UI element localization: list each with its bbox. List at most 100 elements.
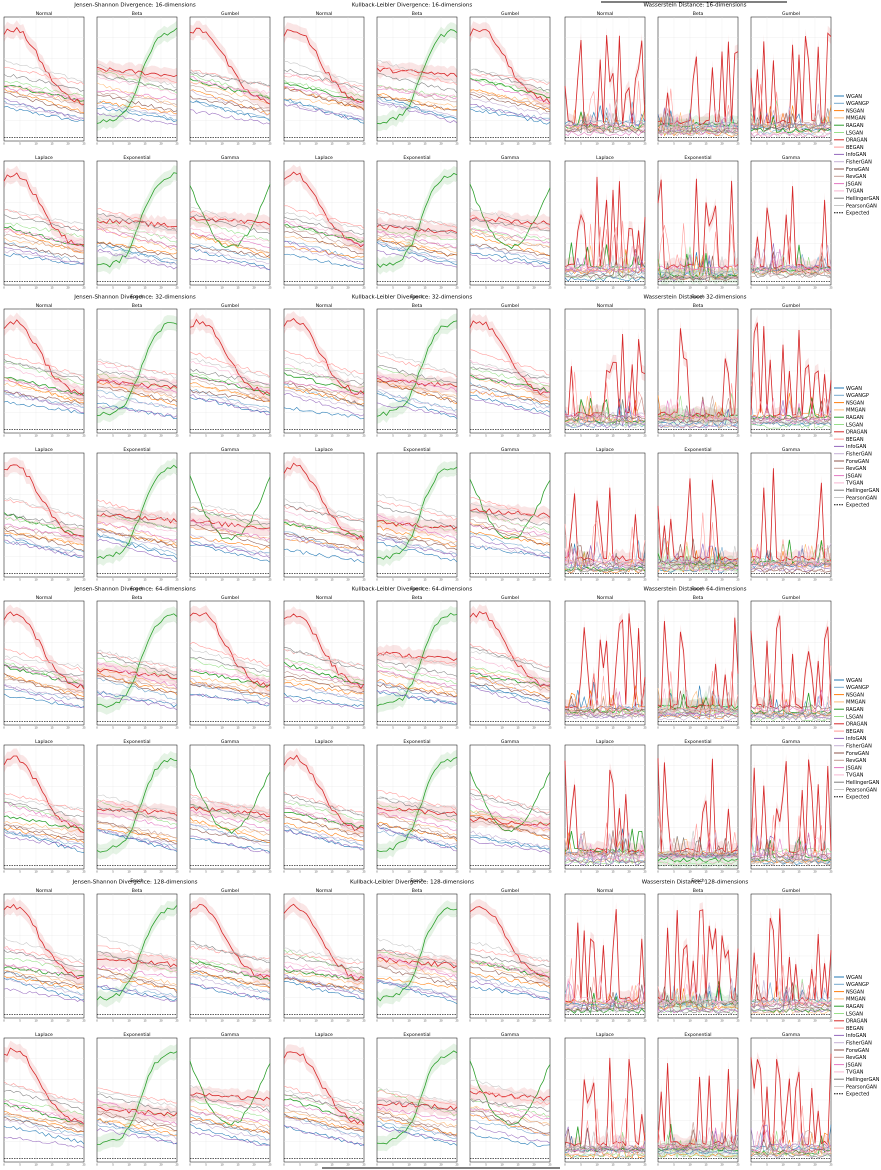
panel-title: Exponential [403, 155, 430, 161]
series-line-lsgan [657, 859, 739, 865]
panel-title: Normal [36, 888, 53, 894]
x-tick-label: 5 [485, 1164, 487, 1167]
panel-2-0-8: Gumbel 0 5 10 15 20 25 [750, 595, 833, 730]
x-tick-label: 10 [34, 435, 38, 438]
series-line-began [283, 791, 365, 813]
x-tick-label: 15 [423, 871, 427, 874]
panel-title: Exponential [123, 1032, 150, 1038]
series-line-tvgan [189, 1096, 271, 1115]
x-tick-label: 5 [19, 287, 21, 290]
series-line-pearsongan [657, 985, 739, 1007]
series-line-pearsongan [657, 1140, 739, 1158]
series-line-infogan [376, 690, 458, 705]
series-line-tvgan [564, 103, 646, 131]
x-tick-label: 10 [127, 287, 131, 290]
series-line-jsgan [96, 965, 178, 978]
x-tick-label: 20 [66, 579, 70, 582]
legend-label: NSGAN [846, 108, 864, 114]
x-tick-label: 5 [19, 1020, 21, 1023]
x-tick-label: 20 [439, 1164, 443, 1167]
x-tick-label: 20 [252, 1020, 256, 1023]
series-line-hellingergan [3, 664, 85, 677]
x-tick-label: 10 [34, 871, 38, 874]
series-line-forwgan [657, 538, 739, 565]
panel-2-1-6: Laplace 0 5 10 15 20 25 [564, 739, 647, 874]
x-tick-label: 20 [346, 871, 350, 874]
series-line-forwgan [376, 380, 458, 404]
series-line-infogan [750, 1124, 832, 1149]
series-line-dragan [750, 322, 832, 417]
series-line-dragan [283, 171, 365, 248]
x-tick-label: 20 [532, 579, 536, 582]
series-line-forwgan [283, 977, 365, 992]
x-tick-label: 15 [143, 435, 147, 438]
series-line-wgangp [3, 689, 85, 702]
series-band [97, 506, 177, 531]
series-band [284, 22, 364, 111]
panel-title: Exponential [123, 155, 150, 161]
x-tick-label: 15 [516, 727, 520, 730]
series-line-tvgan [3, 948, 85, 973]
x-tick-label: 10 [220, 727, 224, 730]
series-line-fishergan [470, 676, 551, 702]
series-line-wgan [96, 533, 178, 560]
panel-1-0-5: Gumbel 0 5 10 15 20 25 [469, 303, 552, 438]
x-tick-label: 5 [19, 143, 21, 146]
series-line-revgan [469, 675, 551, 692]
series-line-lsgan [657, 1008, 739, 1014]
series-line-lsgan [376, 951, 458, 973]
x-tick-label: 20 [252, 1164, 256, 1167]
x-tick-label: 25 [362, 287, 366, 290]
series-band [470, 899, 550, 985]
series-line-wgangp [96, 534, 178, 556]
series-line-mmgan [96, 374, 178, 402]
x-tick-label: 25 [362, 1020, 366, 1023]
series-line-infogan [283, 1125, 365, 1147]
series-line-revgan [376, 533, 458, 547]
series-line-lsgan [189, 507, 271, 529]
series-line-forwgan [283, 87, 365, 111]
series-line-tvgan [96, 75, 178, 95]
x-tick-label: 15 [330, 287, 334, 290]
series-line-lsgan [564, 1131, 646, 1158]
x-tick-label: 0 [469, 1020, 471, 1023]
series-line-began [283, 350, 365, 375]
series-line-mmgan [189, 675, 271, 692]
series-line-revgan [377, 1115, 458, 1128]
series-line-wgan [189, 982, 270, 1001]
series-line-nsgan [96, 975, 178, 991]
series-line-pearsongan [469, 206, 551, 228]
x-tick-label: 5 [392, 1164, 394, 1167]
x-tick-label: 20 [346, 143, 350, 146]
x-tick-label: 10 [500, 1020, 504, 1023]
series-line-ragan [96, 27, 178, 124]
series-line-mmgan [469, 668, 551, 690]
x-tick-label: 5 [205, 143, 207, 146]
x-tick-label: 5 [392, 1020, 394, 1023]
series-line-fishergan [376, 102, 458, 118]
panel-title: Gumbel [221, 595, 239, 601]
x-tick-label: 20 [252, 143, 256, 146]
series-band [4, 165, 84, 253]
series-line-mmgan [96, 1119, 178, 1132]
panel-title: Laplace [596, 1032, 614, 1038]
series-line-hellingergan [564, 399, 646, 425]
series-line-nsgan [376, 525, 458, 548]
series-line-wgangp [469, 532, 551, 554]
x-tick-label: 10 [688, 1020, 692, 1023]
x-tick-label: 10 [500, 435, 504, 438]
series-line-revgan [96, 1109, 178, 1127]
panel-3-1-3: Laplace 0 5 10 15 20 25 [283, 1032, 366, 1167]
series-line-lsgan [469, 1097, 551, 1118]
series-line-fishergan [283, 975, 365, 992]
series-line-mmgan [96, 966, 178, 986]
panel-title: Beta [132, 303, 143, 309]
x-tick-label: 0 [96, 287, 98, 290]
panel-title: Laplace [35, 155, 53, 161]
series-line-nsgan [376, 821, 458, 842]
x-tick-label: 20 [627, 1020, 631, 1023]
panel-title: Normal [597, 595, 614, 601]
panel-3-1-6: Laplace 0 5 10 15 20 25 [564, 1032, 647, 1167]
series-line-tvgan [96, 798, 178, 823]
series-line-hellingergan [283, 794, 365, 818]
